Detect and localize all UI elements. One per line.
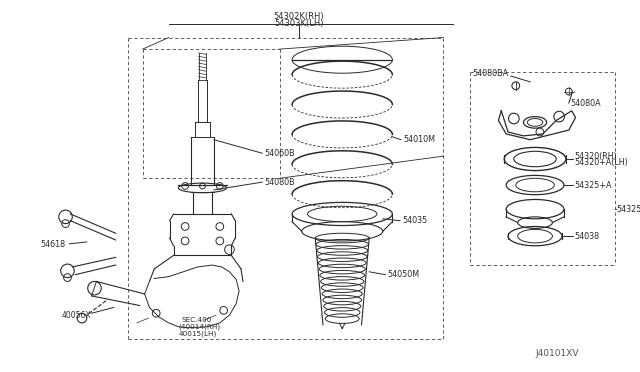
Text: 54618: 54618 (40, 240, 66, 249)
Text: 54050M: 54050M (388, 270, 420, 279)
Text: J40101XV: J40101XV (535, 349, 579, 358)
Text: 54303K(LH): 54303K(LH) (274, 19, 324, 28)
Text: 54325: 54325 (616, 205, 640, 214)
Text: 54080A: 54080A (571, 99, 602, 108)
Text: 54325+A: 54325+A (575, 180, 612, 190)
Text: 54080B: 54080B (264, 178, 295, 187)
Text: 54320+A(LH): 54320+A(LH) (575, 158, 628, 167)
Text: 40056X: 40056X (62, 311, 92, 320)
Text: 54010M: 54010M (403, 135, 435, 144)
Text: SEC.400: SEC.400 (181, 317, 212, 323)
Text: 54060B: 54060B (264, 149, 295, 158)
Text: 54302K(RH): 54302K(RH) (273, 12, 324, 21)
Text: 54320(RH): 54320(RH) (575, 152, 618, 161)
Text: 54080BA: 54080BA (472, 69, 509, 78)
Text: 40015(LH): 40015(LH) (179, 330, 216, 337)
Text: 54035: 54035 (402, 216, 428, 225)
Text: (40014(RH): (40014(RH) (179, 324, 220, 330)
Text: 54038: 54038 (575, 232, 600, 241)
